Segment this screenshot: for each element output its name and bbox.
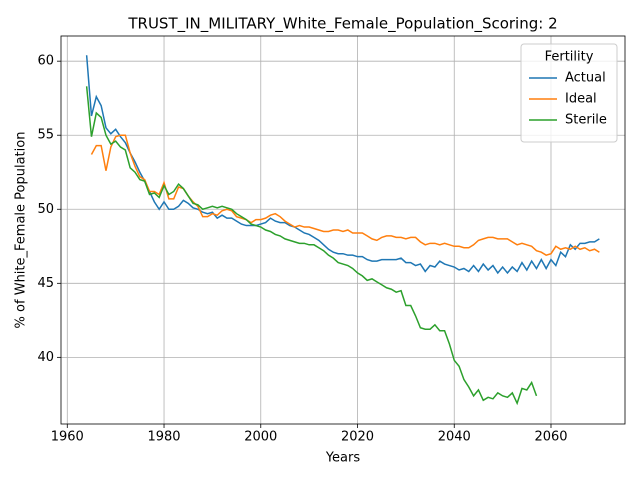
x-tick-label: 2020	[341, 430, 374, 445]
legend-box	[520, 43, 618, 143]
x-tick-label: 2000	[244, 430, 277, 445]
x-axis-label: Years	[325, 451, 361, 466]
y-tick-label: 55	[37, 128, 54, 143]
lines	[85, 55, 600, 406]
y-tick-label: 40	[37, 350, 54, 365]
chart-title: TRUST_IN_MILITARY_White_Female_Populatio…	[127, 15, 557, 34]
x-tick-label: 2060	[534, 430, 567, 445]
y-tick-label: 45	[37, 276, 54, 291]
x-tick-label: 1980	[147, 430, 180, 445]
legend-title: Fertility	[545, 50, 594, 65]
y-tick-label: 50	[37, 202, 54, 217]
series-line	[85, 55, 600, 275]
x-tick-label: 1960	[51, 430, 84, 445]
legend-label: Sterile	[565, 113, 607, 128]
series-line	[90, 134, 600, 256]
x-tick-label: 2040	[438, 430, 471, 445]
plot-frame	[60, 35, 626, 425]
legend: Fertility Actual Ideal Sterile	[520, 43, 618, 143]
legend-label: Ideal	[565, 92, 597, 107]
series-line	[85, 86, 538, 406]
y-tick-label: 60	[37, 54, 54, 69]
y-axis-label: % of White_Female Population	[14, 132, 29, 329]
legend-label: Actual	[565, 71, 606, 86]
